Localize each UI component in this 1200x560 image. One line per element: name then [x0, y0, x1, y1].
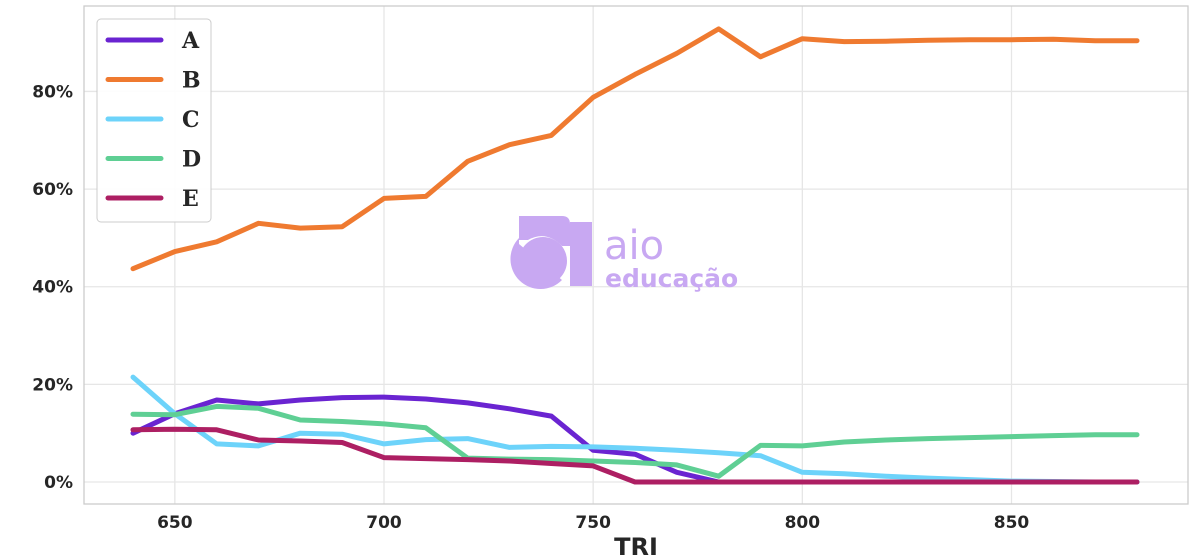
legend-label-b: B: [182, 68, 201, 94]
y-tick-label: 0%: [44, 473, 73, 493]
x-tick-label: 750: [575, 513, 611, 533]
legend-label-e: E: [182, 186, 199, 212]
series-line-b: [130, 26, 1140, 272]
watermark-aio-text: aio: [604, 223, 664, 269]
x-tick-label: 850: [994, 513, 1030, 533]
y-tick-label: 80%: [32, 82, 73, 102]
y-axis-ticks: 0% 20% 40% 60% 80%: [32, 82, 73, 493]
series-line-e: [130, 426, 1140, 485]
legend-label-a: A: [181, 28, 200, 54]
x-tick-label: 700: [366, 513, 402, 533]
watermark-educacao-text: educação: [605, 264, 738, 293]
aio-educacao-watermark: aio educação: [510, 216, 738, 293]
series-line-d: [130, 403, 1140, 479]
legend-label-c: C: [182, 107, 200, 133]
legend-label-d: D: [182, 147, 201, 173]
y-tick-label: 40%: [32, 278, 73, 298]
plot-frame: [83, 5, 1189, 505]
x-axis-title: TRI: [614, 533, 658, 560]
y-tick-label: 60%: [32, 180, 73, 200]
aio-logo-icon: [510, 216, 592, 290]
series-line-c: [130, 374, 1140, 485]
x-tick-label: 650: [157, 513, 193, 533]
x-tick-label: 800: [785, 513, 821, 533]
x-axis-ticks: 650 700 750 800 850: [157, 513, 1029, 533]
series-lines: [130, 26, 1140, 485]
y-tick-label: 20%: [32, 375, 73, 395]
